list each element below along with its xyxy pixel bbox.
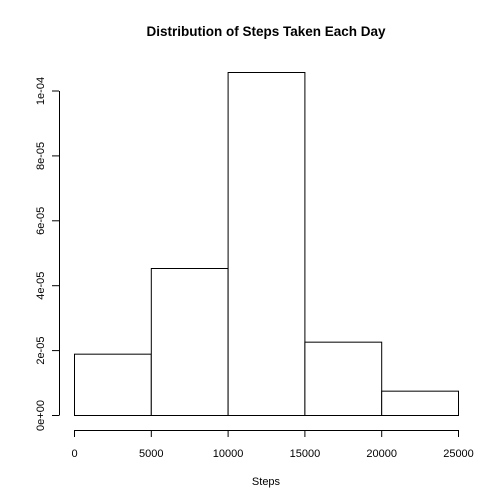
x-tick-label: 15000 [290,448,321,460]
histogram-bar-4 [381,390,460,417]
y-tick-label: 0e+00 [35,400,47,431]
y-tick-label: 8e-05 [35,142,47,170]
x-axis-label: Steps [252,476,281,488]
x-tick-label: 20000 [366,448,397,460]
y-axis: 0e+00 2e-05 4e-05 6e-05 8e-05 1e-04 [35,77,60,431]
y-tick-label: 6e-05 [35,207,47,235]
histogram-bar-3 [304,341,383,417]
histogram-bar-1 [150,268,229,416]
chart-title: Distribution of Steps Taken Each Day [146,24,386,39]
x-tick-label: 10000 [213,448,244,460]
x-tick-label: 25000 [443,448,474,460]
bars-group [74,72,460,417]
x-tick-label: 5000 [139,448,163,460]
y-tick-label: 1e-04 [35,77,47,105]
x-tick-label: 0 [71,448,77,460]
y-tick-label: 2e-05 [35,337,47,365]
histogram-bar-2 [227,72,306,416]
y-tick-label: 4e-05 [35,272,47,300]
x-axis: 0 5000 10000 15000 20000 25000 [71,430,474,460]
histogram-bar-0 [74,353,152,417]
